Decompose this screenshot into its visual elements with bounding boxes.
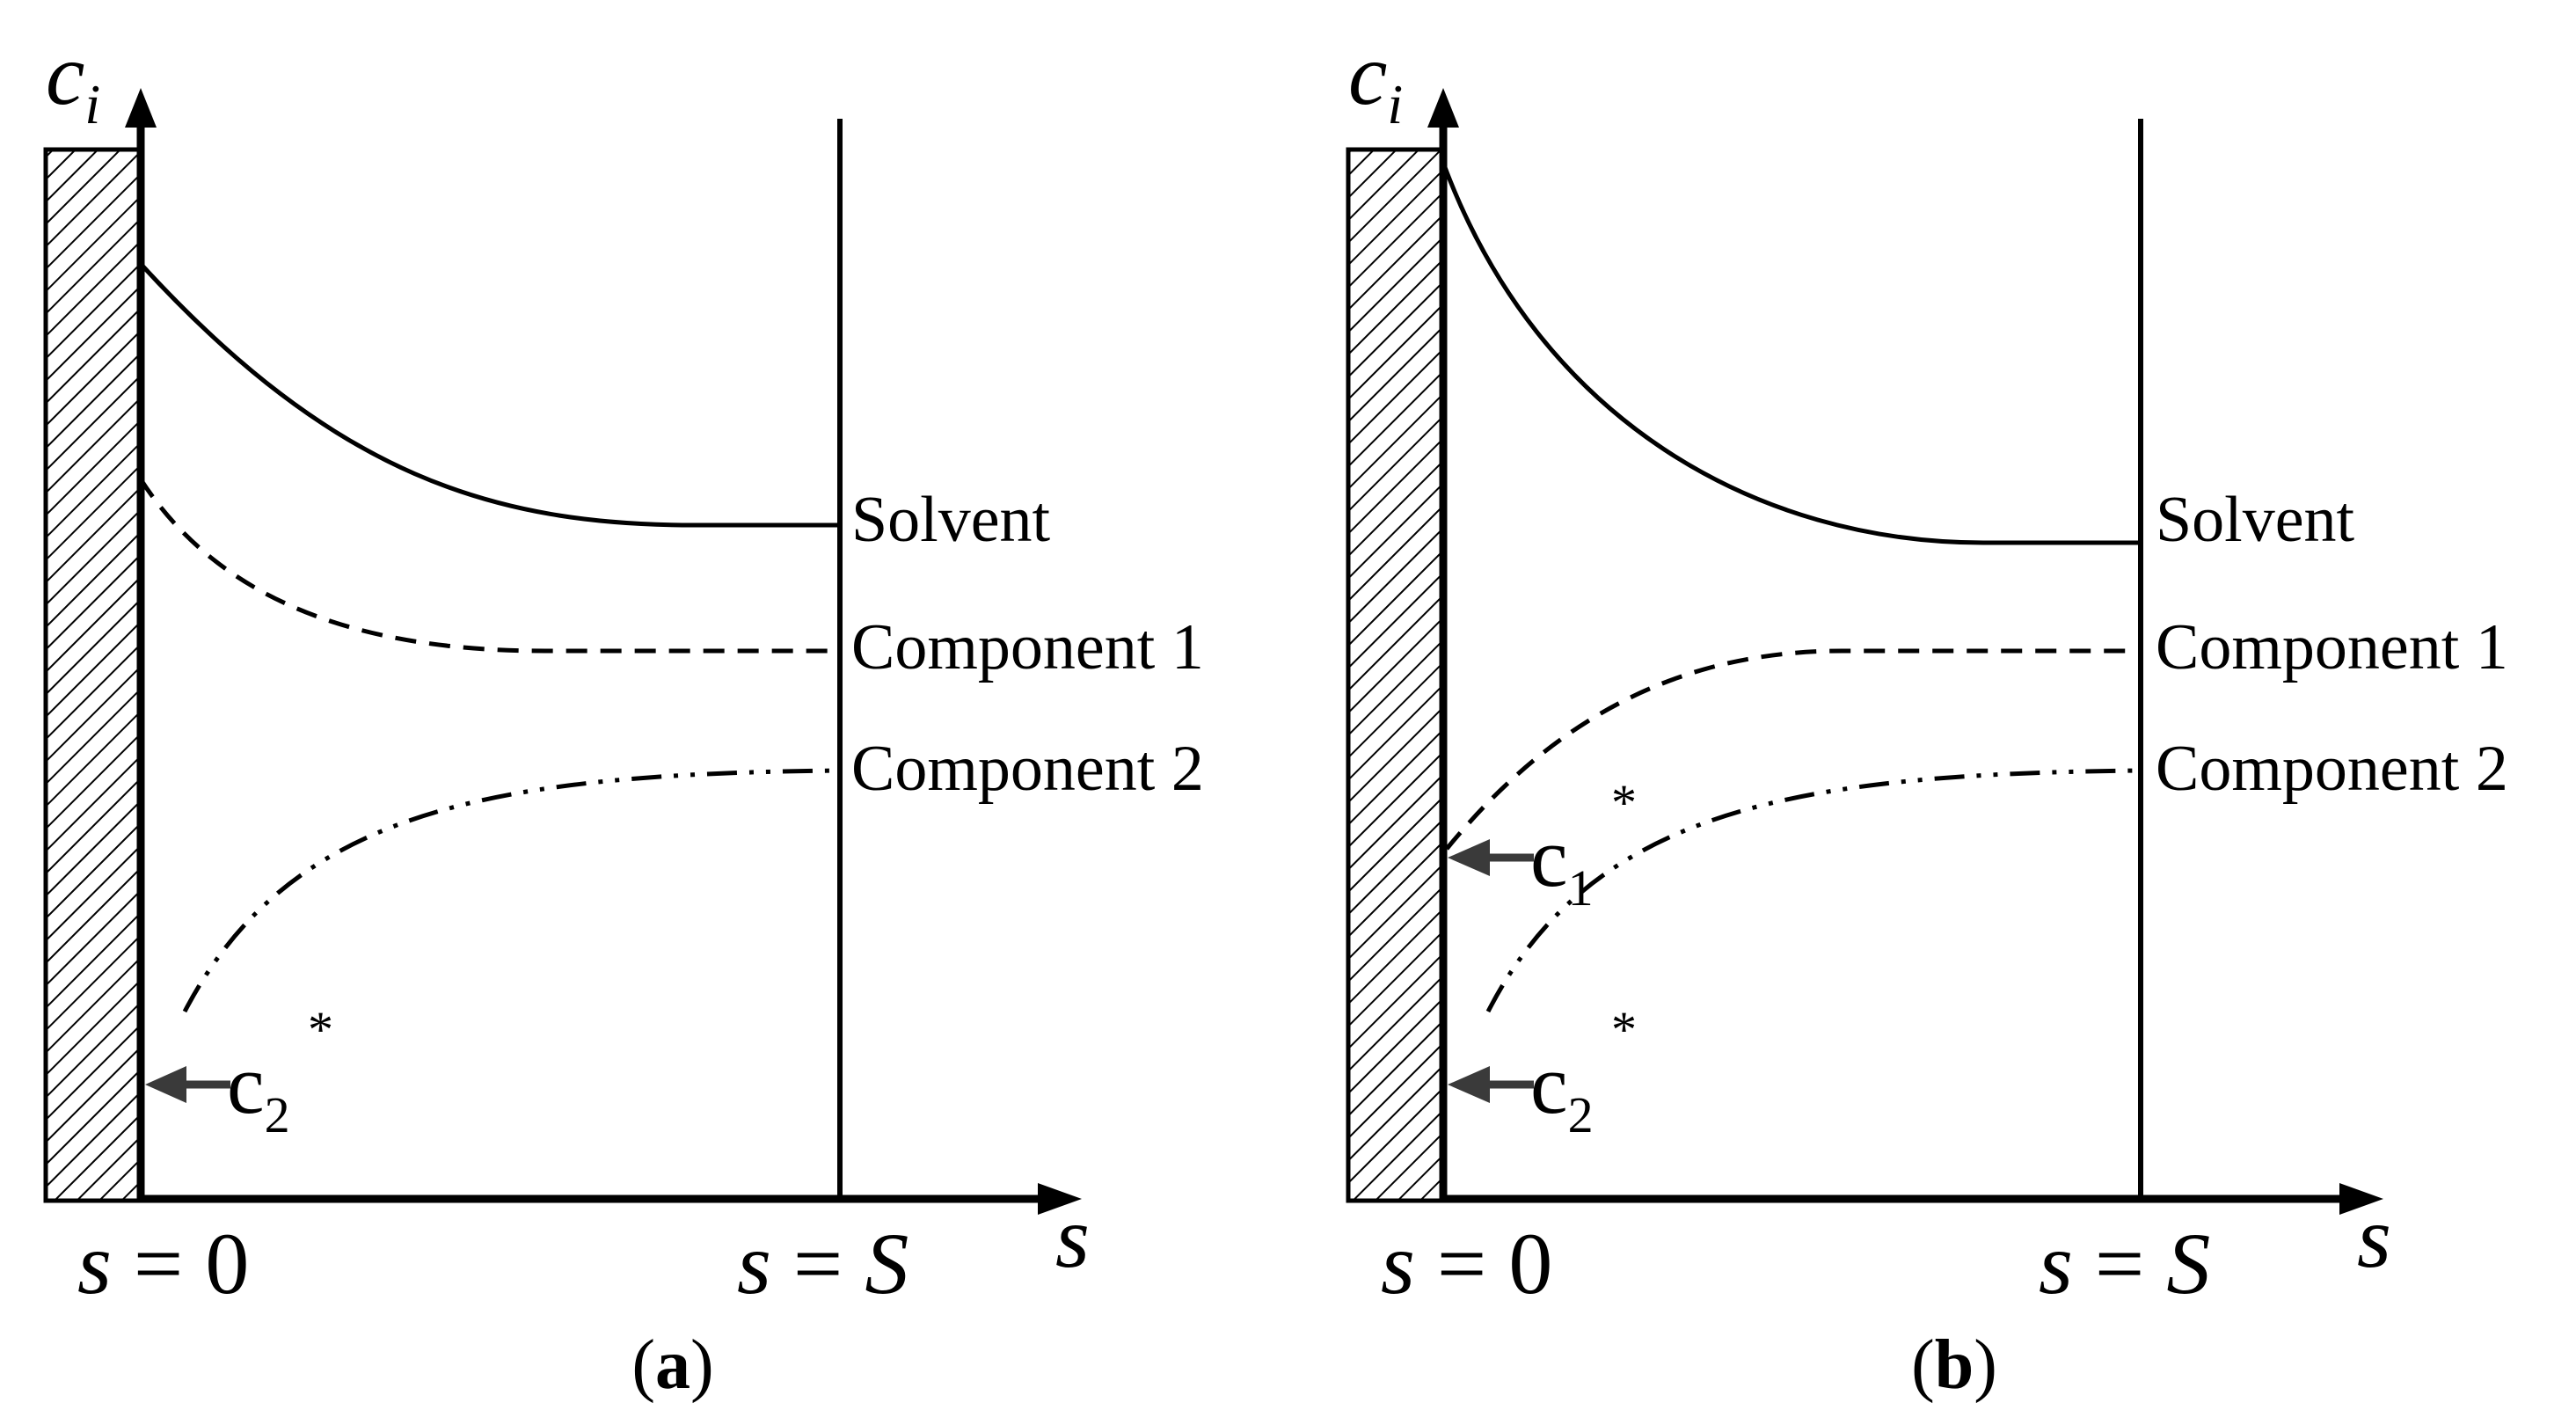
panel-label-close: )	[1974, 1326, 1997, 1404]
panel-b: Solvent Component 1 Component 2 c1 * c2 …	[1346, 26, 2508, 1404]
marker-base: c	[1530, 1037, 1568, 1131]
panel-label-close: )	[690, 1326, 714, 1404]
boundary-rhs: 0	[205, 1215, 249, 1312]
marker-sup: *	[1611, 1001, 1637, 1058]
marker-base: c	[227, 1037, 265, 1131]
curve-component2-b	[1485, 768, 2142, 1013]
boundary-eq: =	[2073, 1215, 2166, 1312]
curve-label-component2-b: Component 2	[2156, 733, 2508, 805]
right-boundary-label-a: s = S	[737, 1215, 909, 1312]
panel-label-b: (b)	[1911, 1326, 1997, 1404]
curve-label-component1-b: Component 1	[2156, 611, 2508, 683]
boundary-eq: =	[1415, 1215, 1508, 1312]
marker-c1-b: c1 *	[1448, 774, 1637, 917]
y-axis-var: c	[46, 26, 84, 123]
right-boundary-label-b: s = S	[2039, 1215, 2210, 1312]
curve-label-component1-a: Component 1	[851, 611, 1204, 683]
x-axis-label-a: s	[1055, 1188, 1090, 1286]
left-boundary-label-b: s = 0	[1381, 1215, 1552, 1312]
panel-label-a: (a)	[631, 1326, 713, 1404]
x-axis-label-b: s	[2357, 1188, 2391, 1286]
curve-label-solvent-a: Solvent	[851, 484, 1051, 556]
y-axis-var: c	[1348, 26, 1387, 123]
marker-arrow-head	[1448, 839, 1490, 876]
curve-component1-a	[138, 478, 840, 654]
y-axis-arrow-a	[125, 88, 157, 128]
boundary-eq: =	[771, 1215, 865, 1312]
marker-arrow-head	[145, 1066, 186, 1103]
curve-solvent-b	[1441, 162, 2141, 545]
boundary-rhs: 0	[1508, 1215, 1552, 1312]
curve-component1-b	[1445, 648, 2141, 851]
y-axis-sub: i	[84, 73, 100, 135]
curve-label-component2-a: Component 2	[851, 733, 1204, 805]
marker-label: c1	[1530, 810, 1594, 917]
y-axis-label-a: ci	[46, 26, 100, 135]
left-boundary-label-a: s = 0	[77, 1215, 249, 1312]
wall-hatch-b	[1346, 147, 1446, 1203]
marker-label: c2	[1530, 1037, 1594, 1143]
y-axis-arrow-b	[1427, 88, 1459, 128]
boundary-lhs: s	[2039, 1215, 2073, 1312]
x-axis-arrow-b	[2339, 1183, 2383, 1215]
marker-label: c2	[227, 1037, 290, 1143]
curve-solvent-a	[139, 262, 840, 528]
curve-label-solvent-b: Solvent	[2156, 484, 2355, 556]
x-axis-arrow-a	[1038, 1183, 1082, 1215]
boundary-lhs: s	[737, 1215, 771, 1312]
curve-component2-a	[182, 768, 841, 1013]
panel-label-open: (	[631, 1326, 655, 1404]
marker-sub: 1	[1568, 859, 1594, 917]
y-axis-sub: i	[1387, 73, 1403, 135]
boundary-eq: =	[112, 1215, 205, 1312]
boundary-rhs: S	[865, 1215, 909, 1312]
marker-base: c	[1530, 810, 1568, 904]
wall-hatch-a	[43, 147, 143, 1203]
boundary-lhs: s	[1381, 1215, 1415, 1312]
marker-sub: 2	[265, 1086, 290, 1143]
marker-c2-b: c2 *	[1448, 1001, 1637, 1143]
marker-sup: *	[1611, 774, 1637, 831]
marker-sub: 2	[1568, 1086, 1594, 1143]
marker-arrow-head	[1448, 1066, 1490, 1103]
boundary-lhs: s	[77, 1215, 112, 1312]
panel-label-open: (	[1911, 1326, 1935, 1404]
panel-label-letter: a	[655, 1326, 690, 1404]
panel-a: Solvent Component 1 Component 2 c2 * ci …	[43, 26, 1204, 1404]
panel-label-letter: b	[1935, 1326, 1974, 1404]
marker-sup: *	[308, 1001, 333, 1058]
marker-c2-a: c2 *	[145, 1001, 333, 1143]
boundary-rhs: S	[2166, 1215, 2210, 1312]
y-axis-label-b: ci	[1348, 26, 1403, 135]
